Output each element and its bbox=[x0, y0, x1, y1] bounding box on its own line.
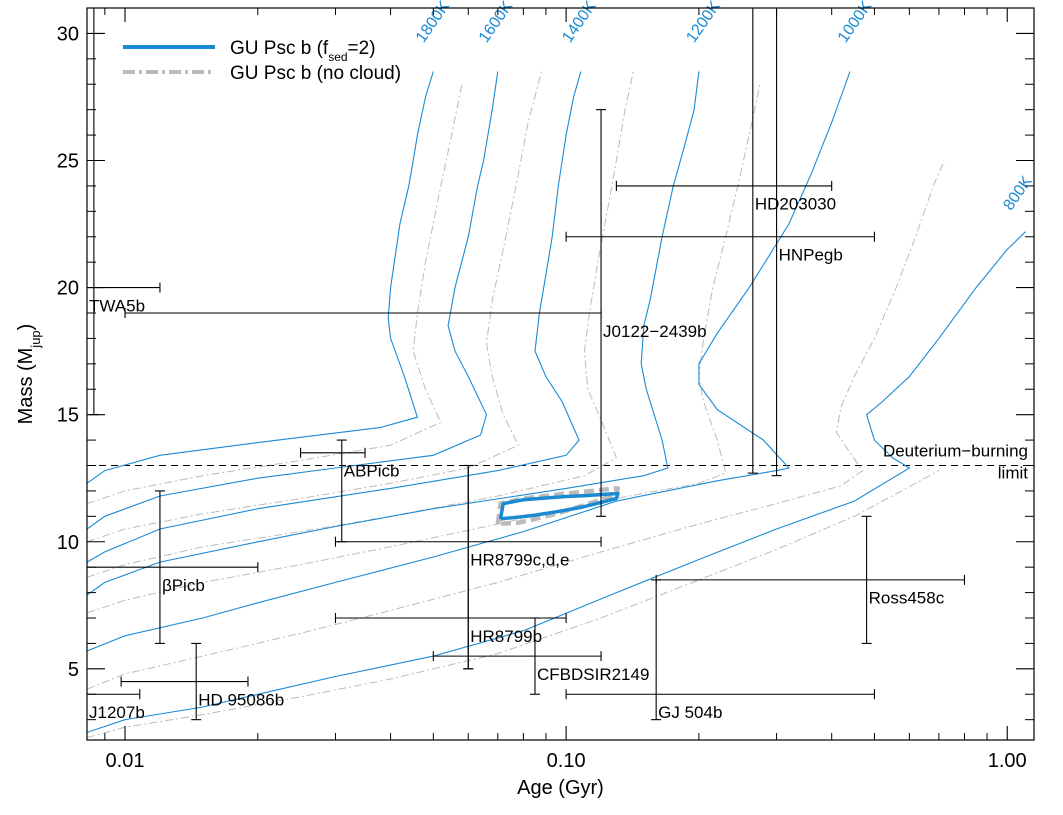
isochrone-nocloud-2 bbox=[87, 71, 634, 578]
object-label: TWA5b bbox=[89, 296, 145, 315]
y-axis-title-sub: jup bbox=[28, 330, 43, 348]
y-tick-label: 15 bbox=[57, 405, 79, 427]
object-4: ABPicb bbox=[300, 439, 400, 543]
object-0: TWA5b bbox=[87, 8, 161, 416]
object-label: HD 95086b bbox=[198, 690, 284, 709]
isochrone-label-1000K: 1000K bbox=[835, 0, 876, 46]
gupsc-track-cloudy bbox=[498, 491, 620, 521]
object-label: J1207b bbox=[89, 703, 145, 722]
isochrone-800K bbox=[87, 231, 1026, 733]
x-tick-label: 1.00 bbox=[988, 750, 1027, 772]
object-7: HR8799b bbox=[334, 464, 567, 670]
object-10: GJ 504b bbox=[565, 579, 875, 722]
object-label: Ross458c bbox=[869, 589, 945, 608]
isochrone-nocloud-0 bbox=[87, 84, 463, 505]
y-tick-label: 20 bbox=[57, 278, 79, 300]
object-label: HR8799b bbox=[470, 627, 542, 646]
isochrone-nocloud-3 bbox=[87, 84, 761, 614]
deuterium-label-line1: Deuterium−burning bbox=[883, 442, 1028, 461]
object-9: Ross458c bbox=[655, 515, 966, 644]
x-tick-label: 0.01 bbox=[106, 750, 145, 772]
object-3: HNPegb bbox=[565, 8, 875, 477]
isochrone-1600K bbox=[87, 71, 499, 530]
isochrone-1400K bbox=[87, 71, 582, 563]
plot-frame bbox=[86, 7, 1035, 741]
isochrone-label-1200K: 1200K bbox=[683, 0, 724, 46]
object-2: HD203030 bbox=[615, 8, 836, 474]
isochrone-label-800K: 800K bbox=[1000, 173, 1036, 214]
object-5: βPicb bbox=[87, 490, 259, 644]
object-label: ABPicb bbox=[344, 462, 400, 481]
y-axis-title-main: Mass (M bbox=[15, 348, 37, 425]
object-11: HD 95086b bbox=[120, 642, 284, 721]
isochrone-label-1400K: 1400K bbox=[559, 0, 600, 46]
object-label: βPicb bbox=[162, 576, 205, 595]
isochrone-label-1800K: 1800K bbox=[413, 0, 454, 46]
chart-objects: TWA5b J0122−2439b HD203030 HNPegb ABPicb βPic… bbox=[87, 8, 966, 722]
svg-text:Mass (Mjup): Mass (Mjup) bbox=[15, 324, 43, 425]
isochrone-nocloud-1 bbox=[87, 71, 543, 543]
object-1: J0122−2439b bbox=[124, 109, 707, 517]
object-label: GJ 504b bbox=[658, 703, 722, 722]
deuterium-label-line2: limit bbox=[998, 464, 1028, 483]
legend: GU Psc b (fsed=2) GU Psc b (no cloud) bbox=[123, 38, 401, 84]
chart-curves bbox=[87, 71, 1026, 738]
y-tick-label: 10 bbox=[57, 532, 79, 554]
object-8: CFBDSIR2149 bbox=[432, 617, 649, 695]
isochrone-1000K bbox=[87, 71, 851, 652]
y-axis-title: Mass (Mjup) bbox=[15, 324, 43, 425]
legend-label-cloudy: GU Psc b (fsed=2) bbox=[230, 38, 376, 64]
isochrone-nocloud-4 bbox=[87, 160, 945, 690]
object-label: HNPegb bbox=[779, 246, 843, 265]
isochrone-1800K bbox=[87, 71, 434, 484]
isochrone-label-1600K: 1600K bbox=[476, 0, 517, 46]
y-axis-title-close: ) bbox=[15, 324, 37, 331]
x-axis-title: Age (Gyr) bbox=[517, 777, 604, 799]
object-label: CFBDSIR2149 bbox=[537, 665, 649, 684]
legend-label-nocloud: GU Psc b (no cloud) bbox=[230, 63, 401, 84]
y-tick-label: 25 bbox=[57, 151, 79, 173]
y-tick-label: 5 bbox=[68, 659, 79, 681]
object-label: HD203030 bbox=[755, 195, 836, 214]
x-tick-label: 0.10 bbox=[547, 750, 586, 772]
object-label: HR8799c,d,e bbox=[470, 551, 569, 570]
object-label: J0122−2439b bbox=[603, 322, 707, 341]
y-tick-label: 30 bbox=[57, 23, 79, 45]
